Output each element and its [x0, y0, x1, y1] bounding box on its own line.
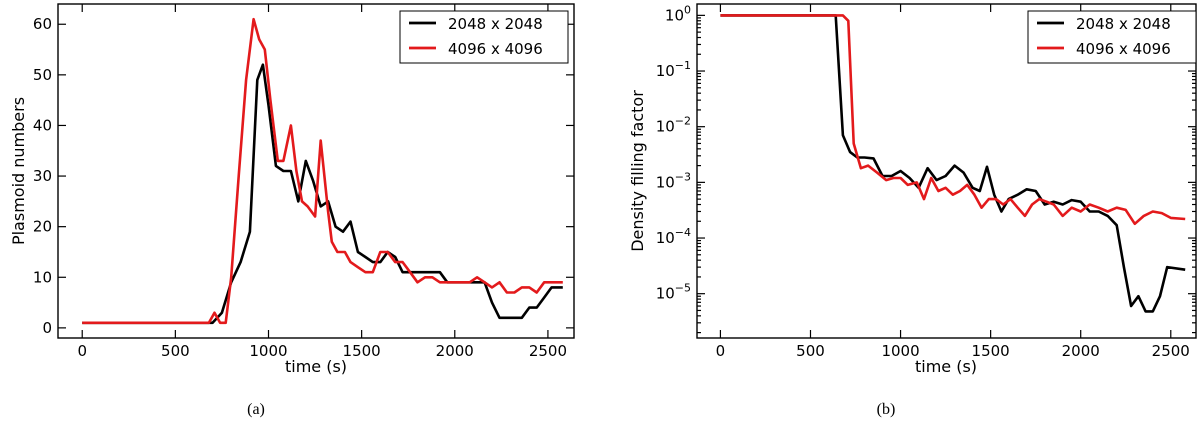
plot-frame: [57, 3, 575, 339]
x-tick-label: 500: [796, 342, 825, 360]
series-line-red: [82, 17, 563, 325]
y-tick-label: 10−2: [656, 115, 691, 136]
panel-a-xlabel: time (s): [285, 357, 347, 376]
panel-b-ylabel: Density filling factor: [628, 90, 647, 252]
y-tick-label: 20: [33, 218, 52, 236]
series-line-red: [720, 14, 1186, 226]
panel-b-caption: (b): [877, 401, 896, 418]
y-tick-label: 100: [665, 3, 691, 24]
panel-a-caption: (a): [247, 401, 265, 418]
x-tick-label: 1500: [343, 342, 381, 360]
panel-b-legend-label-2: 4096 x 4096: [1076, 40, 1171, 58]
y-tick-label: 10−5: [656, 282, 691, 303]
y-tick-label: 30: [33, 167, 52, 185]
x-tick-label: 0: [716, 342, 726, 360]
panel-a-ylabel: Plasmoid numbers: [9, 97, 28, 245]
x-tick-label: 0: [77, 342, 87, 360]
y-tick-label: 40: [33, 116, 52, 134]
panel-b-legend-label-1: 2048 x 2048: [1076, 15, 1171, 33]
series-line-black: [82, 63, 563, 325]
panel-a-legend: 2048 x 2048 4096 x 4096: [399, 10, 569, 64]
x-tick-label: 1000: [249, 342, 287, 360]
y-tick-label: 0: [42, 319, 52, 337]
panel-a-legend-label-1: 2048 x 2048: [448, 15, 543, 33]
panel-b-density-filling-factor: 0 500 1000 1500 2000 2500 100 10−1 10−2 10−3 10−4 1…: [628, 3, 1197, 418]
x-tick-label: 2000: [1062, 342, 1100, 360]
y-tick-label: 10: [33, 268, 52, 286]
panel-b-legend: 2048 x 2048 4096 x 4096: [1027, 10, 1197, 64]
x-tick-label: 2000: [436, 342, 474, 360]
panel-b-plot-area: 0 500 1000 1500 2000 2500 100 10−1 10−2 10−3 10−4 1…: [656, 3, 1197, 360]
y-tick-label: 10−4: [656, 226, 691, 247]
x-tick-label: 1000: [881, 342, 919, 360]
y-tick-label: 10−3: [656, 170, 691, 191]
panel-a-plasmoid-numbers: 0 500 1000 1500 2000 2500 0 10 20 30 40 50 60 time (…: [9, 3, 575, 418]
y-tick-label: 10−1: [656, 59, 691, 80]
plot-frame: [696, 3, 1197, 339]
x-tick-label: 2500: [529, 342, 567, 360]
panel-a-legend-label-2: 4096 x 4096: [448, 40, 543, 58]
x-tick-label: 1500: [972, 342, 1010, 360]
x-tick-label: 500: [161, 342, 190, 360]
panel-a-plot-area: 0 500 1000 1500 2000 2500 0 10 20 30 40 50 60: [33, 3, 575, 360]
panel-b-xlabel: time (s): [915, 357, 977, 376]
y-tick-label: 50: [33, 66, 52, 84]
y-tick-label: 60: [33, 15, 52, 33]
x-tick-label: 2500: [1152, 342, 1190, 360]
